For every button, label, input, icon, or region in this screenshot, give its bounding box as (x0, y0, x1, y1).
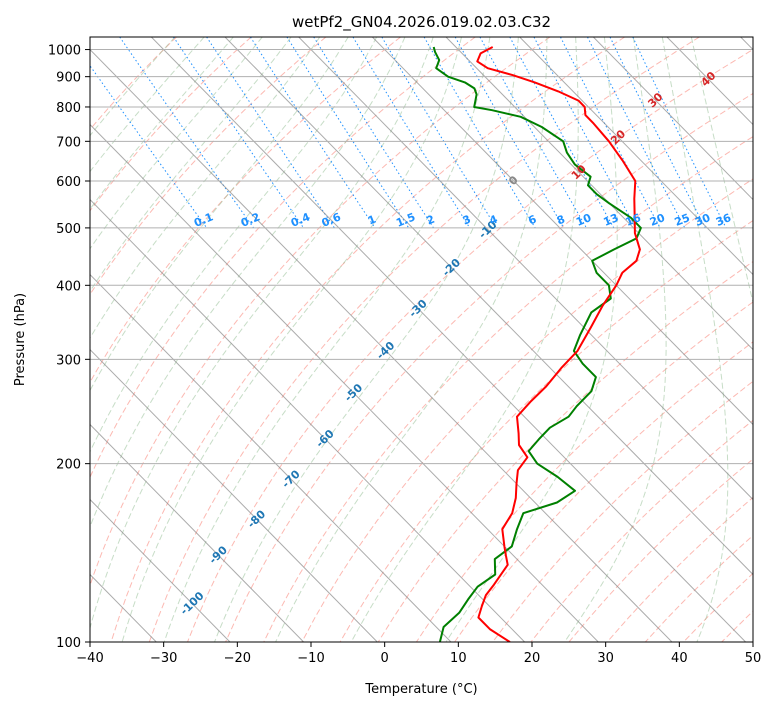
x-tick-label: 50 (745, 651, 762, 666)
isotherm-line (90, 48, 673, 642)
mixing-ratio-line (509, 37, 615, 229)
mixing-ratio-line (206, 37, 335, 229)
dry-adiabat-line (90, 37, 476, 479)
isotherm-line (90, 123, 599, 642)
x-tick-label: −40 (76, 651, 103, 666)
moist-adiabat-line (661, 37, 729, 642)
y-tick-label: 800 (56, 101, 81, 116)
moist-adiabat-line (90, 37, 205, 173)
background-lines (90, 37, 753, 642)
y-axis-label: Pressure (hPa) (13, 293, 28, 386)
mixing-ratio-label: 3 (461, 213, 473, 228)
mixing-ratio-line (249, 37, 376, 229)
x-axis-label: Temperature (°C) (364, 682, 477, 697)
x-axis: −40 −30 −20 −10 0 10 20 30 40 50 (76, 642, 761, 666)
y-tick-label: 1000 (48, 44, 81, 59)
dry-adiabat-line (90, 37, 327, 296)
mixing-ratio-label: 8 (555, 213, 567, 228)
mixing-ratio-line (587, 37, 686, 229)
mixing-ratio-line (352, 37, 471, 229)
moist-adiabat-line (90, 37, 176, 137)
x-tick-label: 30 (597, 651, 614, 666)
isotherm-line (519, 37, 753, 276)
mixing-ratio-line (454, 37, 565, 229)
isotherm-line (90, 498, 231, 642)
mixing-ratio-label: 1 (366, 213, 378, 228)
plot-frame (89, 36, 754, 643)
mixing-ratio-label: 20 (648, 211, 667, 229)
moist-adiabat-line (163, 37, 491, 642)
moist-adiabat-line (90, 37, 378, 453)
mixing-ratio-line (172, 37, 305, 229)
y-tick-label: 300 (56, 353, 81, 368)
isotherm-line (150, 37, 746, 642)
mixing-ratio-line (286, 37, 410, 229)
moist-adiabat-line (690, 37, 753, 305)
y-tick-label: 900 (56, 71, 81, 86)
pressure-gridlines (90, 49, 753, 642)
mixing-ratio-line (533, 37, 637, 229)
moist-adiabat-line (90, 37, 434, 630)
x-tick-label: −10 (297, 651, 324, 666)
y-tick-label: 700 (56, 135, 81, 150)
dry-adiabat-line (110, 37, 625, 642)
x-tick-label: 20 (524, 651, 541, 666)
isotherm-line (90, 273, 452, 642)
x-tick-label: 10 (450, 651, 467, 666)
dry-adiabat-line (90, 37, 177, 131)
dewpoint-line (432, 46, 642, 642)
isotherm-line (90, 348, 378, 642)
y-tick-label: 400 (56, 279, 81, 294)
y-tick-label: 600 (56, 175, 81, 190)
mixing-ratio-label: 13 (601, 211, 620, 229)
moist-adiabat-line (564, 37, 667, 642)
isotherm-line (371, 37, 753, 426)
dry-adiabat-line (301, 178, 753, 642)
x-tick-label: 40 (671, 651, 688, 666)
moist-adiabat-line (90, 37, 321, 339)
temperature-line (476, 46, 641, 642)
isotherm-line (90, 423, 304, 642)
isotherm-line (445, 37, 753, 351)
y-axis: 100 200 300 400 500 600 700 800 900 1000 (48, 44, 90, 651)
data-series (432, 46, 642, 642)
x-tick-label: −30 (150, 651, 177, 666)
chart-title: wetPf2_GN04.2026.019.02.03.C32 (292, 13, 551, 32)
mixing-ratio-line (609, 37, 706, 229)
dry-adiabat-line (454, 341, 753, 642)
moist-adiabat-line (90, 37, 263, 250)
moist-adiabat-line (90, 37, 292, 293)
isotherm-line (90, 198, 525, 642)
isotherm-line (298, 37, 753, 501)
mixing-ratio-label: 16 (624, 211, 643, 229)
mixing-ratio-label: 25 (673, 211, 692, 229)
moist-adiabat-line (445, 37, 618, 642)
y-tick-label: 100 (56, 636, 81, 651)
isotherm-line (224, 37, 753, 576)
x-tick-label: 0 (381, 651, 389, 666)
x-tick-label: −20 (224, 651, 251, 666)
y-tick-label: 500 (56, 222, 81, 237)
mixing-ratio-label: 36 (714, 211, 733, 229)
isotherm-line (592, 37, 753, 201)
dry-adiabat-line (339, 219, 753, 642)
mixing-ratio-label: 2 (425, 213, 437, 228)
moist-adiabat-line (121, 37, 462, 642)
moist-adiabat-line (214, 37, 519, 642)
mixing-ratio-label: 10 (574, 211, 593, 229)
dry-adiabat-line (415, 301, 753, 642)
moist-adiabat-line (90, 37, 349, 392)
moist-adiabat-line (90, 37, 406, 529)
dry-adiabat-line (90, 37, 551, 587)
moist-adiabat-line (90, 37, 234, 210)
moist-adiabat-line (350, 37, 579, 642)
y-tick-label: 200 (56, 458, 81, 473)
mixing-ratio-label: 30 (693, 211, 712, 229)
